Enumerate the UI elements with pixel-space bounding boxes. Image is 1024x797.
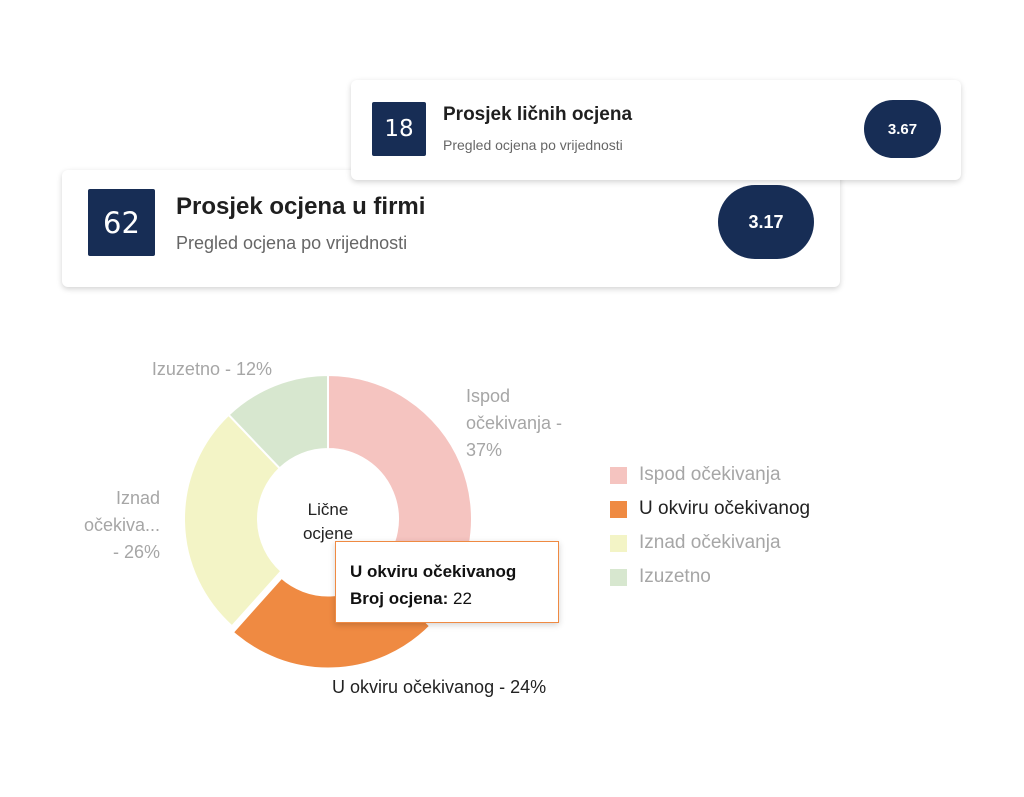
legend-item-u-okviru-ocekivanog[interactable]: U okviru očekivanog — [610, 492, 810, 526]
firm-average-pill: 3.17 — [718, 185, 814, 259]
donut-slices — [183, 373, 473, 671]
tooltip-key: Broj ocjena: — [350, 589, 449, 608]
legend-item-iznad-ocekivanja[interactable]: Iznad očekivanja — [610, 526, 810, 560]
legend-swatch — [610, 568, 627, 586]
legend-swatch — [610, 466, 627, 484]
legend-label: Izuzetno — [639, 566, 711, 587]
chart-tooltip: U okviru očekivanog Broj ocjena: 22 — [335, 541, 559, 623]
tooltip-row: Broj ocjena: 22 — [350, 585, 558, 612]
legend-label: Ispod očekivanja — [639, 464, 781, 485]
slice-izuzetno[interactable] — [227, 373, 329, 470]
legend-item-izuzetno[interactable]: Izuzetno — [610, 560, 810, 594]
personal-card-subtitle: Pregled ocjena po vrijednosti — [443, 137, 623, 153]
donut-center-label: Lične ocjene — [303, 500, 353, 543]
firm-card-title: Prosjek ocjena u firmi — [176, 193, 426, 220]
legend-label: Iznad očekivanja — [639, 532, 781, 553]
firm-count-badge: 62 — [88, 189, 155, 256]
personal-card-title: Prosjek ličnih ocjena — [443, 104, 633, 125]
firm-card-subtitle: Pregled ocjena po vrijednosti — [176, 233, 408, 253]
legend-swatch — [610, 500, 627, 518]
data-label-ispod-ocekivanja: Ispod očekivanja -37% — [466, 386, 562, 460]
data-labels: Ispod očekivanja -37% U okviru očekivanog … — [84, 359, 562, 697]
chart-legend: Ispod očekivanja U okviru očekivanog Iznad… — [610, 458, 810, 594]
legend-label: U okviru očekivanog — [639, 498, 811, 519]
data-label-u-okviru-ocekivanog: U okviru očekivanog - 24% — [332, 677, 546, 697]
tooltip-title: U okviru očekivanog — [350, 562, 517, 581]
personal-average-pill: 3.67 — [864, 100, 941, 158]
personal-average-card: 18 Prosjek ličnih ocjena Pregled ocjena … — [351, 80, 961, 180]
data-label-izuzetno: Izuzetno - 12% — [152, 359, 272, 379]
personal-count-badge: 18 — [372, 102, 426, 156]
data-label-iznad-ocekivanja: Iznad očekiva... - 26% — [84, 488, 160, 562]
legend-item-ispod-ocekivanja[interactable]: Ispod očekivanja — [610, 458, 810, 492]
legend-swatch — [610, 534, 627, 552]
tooltip-value: 22 — [452, 589, 472, 608]
firm-average-card: 62 Prosjek ocjena u firmi Pregled ocjena… — [62, 170, 840, 287]
slice-iznad-ocekivanja[interactable] — [183, 413, 283, 628]
